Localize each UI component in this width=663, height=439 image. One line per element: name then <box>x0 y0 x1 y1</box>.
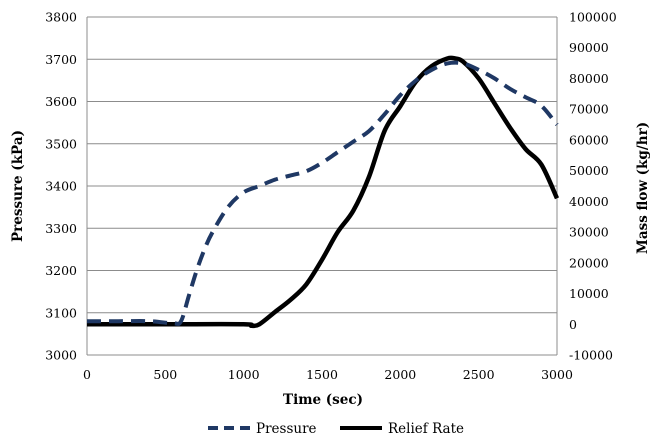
x-tick-label-2: 1000 <box>228 367 260 382</box>
right-y-tick-label-5: 40000 <box>569 194 609 209</box>
right-y-tick-label-10: 90000 <box>569 40 609 55</box>
left-y-tick-label-5: 3500 <box>45 136 77 151</box>
right-y-tick-label-11: 100000 <box>569 10 617 25</box>
x-tick-label-1: 500 <box>153 367 177 382</box>
right-y-axis-title: Mass flow (kg/hr) <box>635 122 651 254</box>
x-axis-ticks: 0 500 1000 1500 2000 2500 3000 <box>83 367 573 382</box>
right-y-tick-label-7: 60000 <box>569 132 609 147</box>
right-y-tick-label-0: -10000 <box>569 348 613 363</box>
left-y-axis-ticks: 3000 3100 3200 3300 3400 3500 3600 3700 3800 <box>45 10 77 363</box>
legend: Pressure Relief Rate <box>208 421 464 437</box>
series-line-relief-rate <box>86 55 560 329</box>
right-y-tick-label-4: 30000 <box>569 225 609 240</box>
left-y-tick-label-0: 3000 <box>45 348 77 363</box>
x-tick-label-4: 2000 <box>384 367 416 382</box>
legend-label-relief-rate: Relief Rate <box>388 421 464 437</box>
right-y-axis-ticks: -10000 0 10000 20000 30000 40000 50000 60000 700… <box>569 10 617 363</box>
left-y-tick-label-2: 3200 <box>45 263 77 278</box>
left-y-tick-label-3: 3300 <box>45 221 77 236</box>
series-layer <box>86 55 560 329</box>
right-y-tick-label-6: 50000 <box>569 163 609 178</box>
right-y-tick-label-9: 80000 <box>569 71 609 86</box>
plot-area <box>86 17 558 355</box>
left-y-axis-title: Pressure (kPa) <box>10 130 26 242</box>
series-line-pressure <box>87 60 559 326</box>
left-y-tick-label-7: 3700 <box>45 52 77 67</box>
right-y-tick-label-1: 0 <box>569 317 577 332</box>
right-y-tick-label-8: 70000 <box>569 102 609 117</box>
left-y-tick-label-1: 3100 <box>45 305 77 320</box>
x-tick-label-6: 3000 <box>541 367 573 382</box>
right-y-tick-label-3: 20000 <box>569 255 609 270</box>
left-y-tick-label-6: 3600 <box>45 94 77 109</box>
left-y-tick-label-8: 3800 <box>45 10 77 25</box>
legend-label-pressure: Pressure <box>256 421 317 437</box>
left-y-tick-label-4: 3400 <box>45 179 77 194</box>
x-axis-title: Time (sec) <box>283 392 363 408</box>
x-tick-label-5: 2500 <box>463 367 495 382</box>
x-tick-label-0: 0 <box>83 367 91 382</box>
right-y-tick-label-2: 10000 <box>569 286 609 301</box>
x-tick-label-3: 1500 <box>306 367 338 382</box>
gridlines <box>87 16 557 356</box>
